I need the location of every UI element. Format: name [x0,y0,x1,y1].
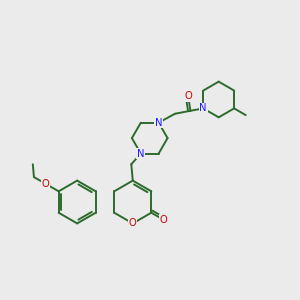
Text: N: N [137,148,145,159]
Text: O: O [160,215,167,225]
Text: O: O [184,91,192,101]
Text: N: N [200,103,207,113]
Text: N: N [155,118,162,128]
Text: O: O [42,179,50,189]
Text: O: O [129,218,137,228]
